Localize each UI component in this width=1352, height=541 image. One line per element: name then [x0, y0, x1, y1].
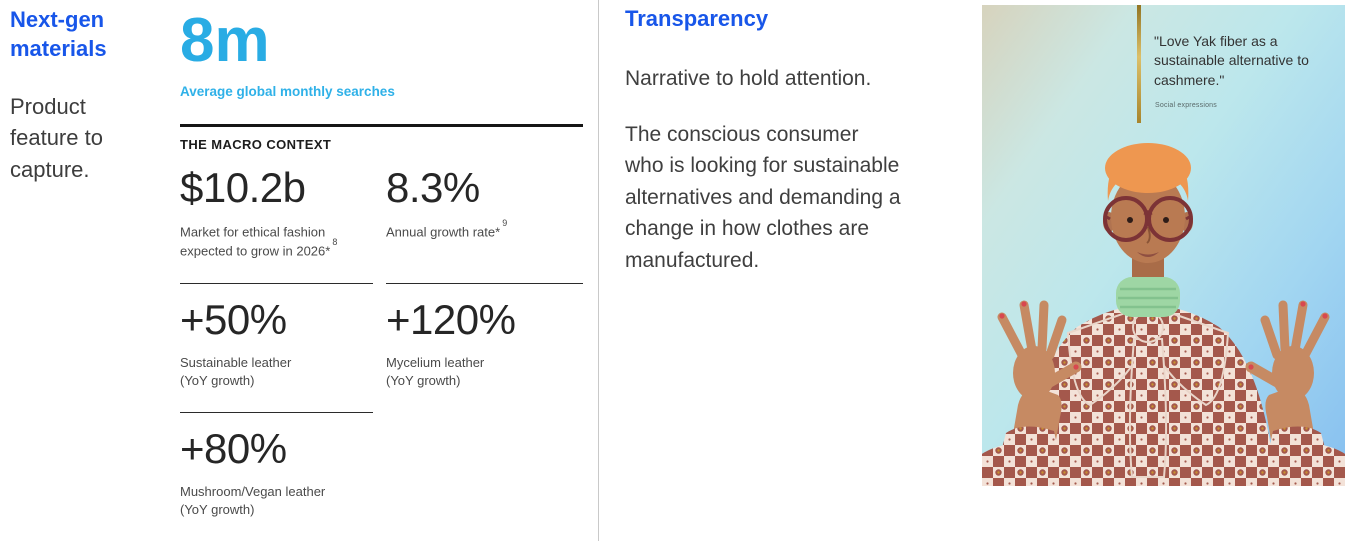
headline-metric-caption: Average global monthly searches [180, 83, 395, 99]
column-divider [598, 0, 599, 541]
stats-grid: $10.2b Market for ethical fashion expect… [180, 163, 583, 541]
quote-accent-bar [1137, 5, 1141, 123]
stat-caption: Market for ethical fashion expected to g… [180, 224, 338, 259]
footnote-marker: 9 [502, 218, 508, 229]
headline-metric: 8m [180, 6, 270, 75]
stat-value: 8.3% [386, 163, 480, 211]
stat-value: +120% [386, 295, 516, 343]
quote-attribution: Social expressions [1155, 102, 1217, 109]
portrait-illustration [982, 143, 1345, 486]
left-column: Next-gen materials Product feature to ca… [10, 6, 160, 185]
section-title: THE MACRO CONTEXT [180, 123, 583, 152]
portrait-photo: "Love Yak fiber as a sustainable alterna… [982, 5, 1345, 486]
stat-caption: Mushroom/Vegan leather (YoY growth) [180, 483, 326, 517]
stat-vegan-leather: +80% Mushroom/Vegan leather (YoY growth) [180, 411, 373, 541]
transparency-column: Transparency Narrative to hold attention… [625, 6, 930, 276]
transparency-title: Transparency [625, 6, 769, 31]
stat-value: +50% [180, 295, 287, 343]
stat-sustainable-leather: +50% Sustainable leather (YoY growth) [180, 282, 373, 412]
stat-market-size: $10.2b Market for ethical fashion expect… [180, 163, 373, 283]
stat-value: +80% [180, 424, 287, 472]
stat-value: $10.2b [180, 163, 306, 211]
left-column-title: Next-gen materials [10, 7, 107, 61]
stat-caption: Mycelium leather (YoY growth) [386, 354, 485, 388]
stats-panel: 8m Average global monthly searches THE M… [180, 6, 583, 541]
footnote-marker: 8 [332, 237, 338, 248]
stat-caption: Sustainable leather (YoY growth) [180, 354, 292, 388]
stat-caption: Annual growth rate*9 [386, 218, 508, 240]
stat-growth-rate: 8.3% Annual growth rate*9 [386, 163, 583, 283]
stat-mycelium-leather: +120% Mycelium leather (YoY growth) [386, 282, 583, 412]
photo-quote: "Love Yak fiber as a sustainable alterna… [1154, 33, 1309, 88]
left-column-subtitle: Product feature to capture. [10, 94, 103, 182]
transparency-paragraph-2: The conscious consumer who is looking fo… [625, 122, 901, 272]
transparency-paragraph-1: Narrative to hold attention. [625, 67, 872, 90]
